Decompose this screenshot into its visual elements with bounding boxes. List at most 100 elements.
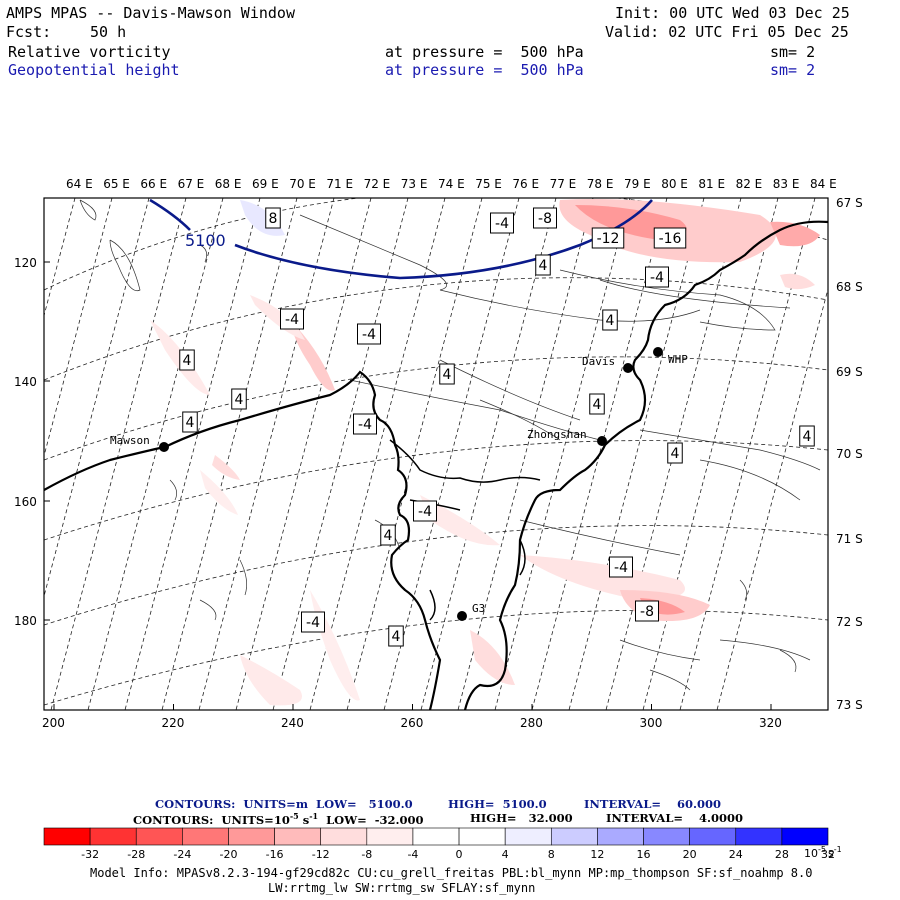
vorticity-low: LOW= -32.000 — [318, 812, 424, 827]
station-label: G3 — [472, 602, 485, 615]
longitude-label: 75 E — [475, 177, 502, 191]
station-dot — [159, 442, 169, 452]
svg-text:4: 4 — [671, 446, 680, 462]
coastline — [44, 220, 828, 710]
colorbar-swatch — [274, 827, 322, 846]
station-dot — [457, 611, 467, 621]
field2-name: Geopotential height — [8, 61, 180, 79]
longitude-label: 64 E — [66, 177, 93, 191]
height-contour-high: HIGH= 5100.0 — [448, 797, 547, 811]
vorticity-value-label: -8 — [635, 600, 659, 622]
field1-name: Relative vorticity — [8, 43, 171, 61]
station-label: Mawson — [110, 434, 150, 447]
longitude-label: 73 E — [401, 177, 428, 191]
colorbar-swatch — [504, 827, 552, 846]
vorticity-value-label: -16 — [653, 227, 687, 249]
svg-text:-4: -4 — [285, 312, 299, 328]
svg-text:4: 4 — [803, 429, 812, 445]
forecast-label: Fcst: — [6, 23, 52, 41]
plot-title: AMPS MPAS -- Davis-Mawson Window — [6, 4, 295, 22]
y-grid-label: 140 — [14, 375, 37, 389]
station-label: Zhongshan — [527, 428, 587, 441]
vorticity-value-label: 4 — [535, 254, 551, 276]
vorticity-value-label: 4 — [799, 425, 815, 447]
colorbar-swatch — [182, 827, 229, 846]
colorbar-tick: -20 — [219, 848, 237, 861]
model-info-physics: LW:rrtmg_lw SW:rrtmg_sw SFLAY:sf_mynn — [268, 881, 536, 895]
svg-text:-8: -8 — [538, 211, 552, 227]
x-grid-labels: 200 220 240 260 280 300 320 — [42, 704, 782, 730]
vorticity-value-label: -4 — [280, 308, 304, 330]
colorbar-tick: -32 — [81, 848, 99, 861]
colorbar-swatch — [89, 827, 137, 846]
height-contour-5100 — [149, 198, 191, 231]
vorticity-value-label: -4 — [645, 266, 669, 288]
latitude-label: 68 S — [836, 280, 863, 294]
svg-text:4: 4 — [235, 392, 244, 408]
colorbar-swatch — [228, 827, 275, 846]
longitude-label: 82 E — [736, 177, 763, 191]
colorbar-swatch — [366, 827, 414, 846]
latitude-label: 70 S — [836, 447, 863, 461]
init-time: Init: 00 UTC Wed 03 Dec 25 — [615, 4, 850, 22]
field1-smoothing: sm= 2 — [770, 43, 816, 61]
vorticity-labels: 8 -4 -8 -12 -16 4 -4 4 -4 -4 4 4 4 -4 4 4 -4 4 -4 4 -8 -4 4 4 — [179, 207, 815, 647]
field1-level: at pressure = 500 hPa — [385, 43, 584, 61]
vorticity-units-label: CONTOURS: UNITS=10 — [133, 812, 290, 827]
colorbar-tick: 32 — [821, 848, 835, 861]
vorticity-value-label: 4 — [182, 411, 198, 433]
colorbar-tick: 8 — [548, 848, 555, 861]
longitude-label: 72 E — [364, 177, 391, 191]
vorticity-units-exp2: -1 — [309, 811, 319, 821]
longitude-label: 80 E — [661, 177, 688, 191]
longitude-label: 69 E — [252, 177, 279, 191]
vorticity-value-label: 4 — [589, 393, 605, 415]
longitude-labels: 64 E 65 E 66 E 67 E 68 E 69 E 70 E 71 E 72 E 73 E… — [66, 177, 837, 191]
x-grid-label: 220 — [162, 716, 185, 730]
colorbar-tick: 4 — [502, 848, 509, 861]
colorbar-tick-labels: -32 -28 -24 -20 -16 -12 -8 -4 0 4 8 12 16 20 24 28 32 — [81, 848, 835, 861]
vorticity-contour-high: HIGH= 32.000 — [470, 811, 573, 825]
latitude-label: 72 S — [836, 615, 863, 629]
map-frame — [43, 197, 829, 711]
latitude-label: 67 S — [836, 196, 863, 210]
colorbar-swatch — [643, 827, 690, 846]
station-markers: Mawson Davis WHP Zhongshan G3 — [110, 347, 688, 621]
forecast-hour: 50 h — [90, 23, 127, 41]
y-grid-label: 160 — [14, 495, 37, 509]
station-label: WHP — [668, 353, 688, 366]
latitude-labels: 67 S 68 S 69 S 70 S 71 S 72 S 73 S — [836, 196, 863, 712]
colorbar-swatch — [689, 827, 737, 846]
x-grid-label: 320 — [759, 716, 782, 730]
field2-level: at pressure = 500 hPa — [385, 61, 584, 79]
colorbar-tick: 20 — [683, 848, 697, 861]
svg-text:4: 4 — [443, 367, 452, 383]
colorbar-tick: 16 — [637, 848, 651, 861]
longitude-label: 71 E — [326, 177, 353, 191]
vorticity-value-label: -8 — [533, 207, 557, 229]
x-grid-label: 300 — [640, 716, 663, 730]
colorbar-swatch — [735, 827, 783, 846]
vorticity-value-label: -4 — [609, 556, 633, 578]
vorticity-value-label: -4 — [413, 500, 437, 522]
vorticity-value-label: -4 — [301, 611, 325, 633]
longitude-gridlines — [44, 198, 828, 710]
vorticity-value-label: -4 — [357, 323, 381, 345]
vorticity-value-label: 4 — [388, 625, 404, 647]
colorbar-tick: 24 — [729, 848, 743, 861]
station-dot — [597, 436, 607, 446]
colorbar-swatch — [597, 827, 644, 846]
y-grid-label: 180 — [14, 614, 37, 628]
svg-text:4: 4 — [392, 629, 401, 645]
svg-text:-16: -16 — [659, 231, 682, 247]
svg-text:-4: -4 — [306, 615, 320, 631]
longitude-label: 81 E — [698, 177, 725, 191]
vorticity-value-label: -4 — [353, 413, 377, 435]
vorticity-contour-interval: INTERVAL= 4.0000 — [606, 811, 744, 825]
svg-text:4: 4 — [384, 528, 393, 544]
colorbar-swatch — [43, 827, 91, 846]
vorticity-value-label: 4 — [380, 524, 396, 546]
latitude-gridlines — [44, 198, 828, 706]
colorbar-tick: 28 — [775, 848, 789, 861]
colorbar-swatch — [781, 827, 829, 846]
